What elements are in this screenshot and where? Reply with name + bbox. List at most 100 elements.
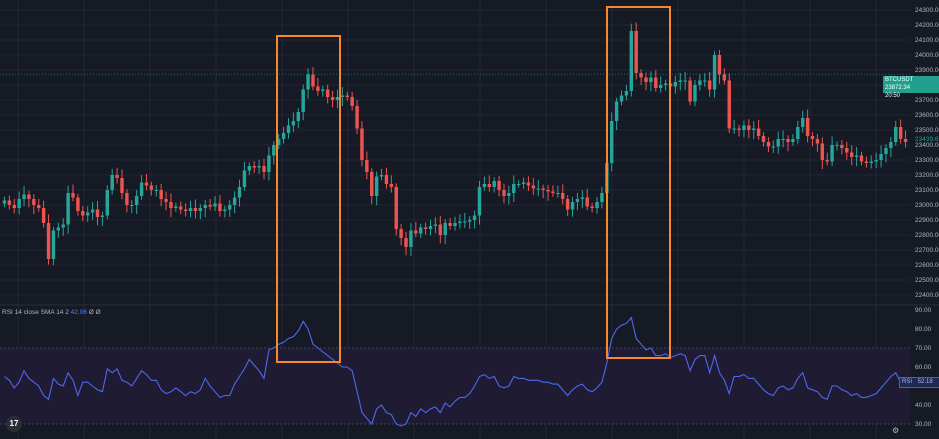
candle-body (66, 193, 70, 225)
candle-body (595, 202, 599, 208)
price-line-label: 23439.63 (915, 136, 939, 143)
candle-body (267, 155, 271, 172)
candle-body (262, 166, 266, 172)
rsi-value-badge: RSI 52.18 (899, 377, 939, 388)
price-tick-label: 23400.00 (915, 142, 939, 149)
candle-body (526, 182, 531, 186)
candle-body (737, 128, 741, 130)
candle-body (85, 212, 90, 216)
candle-body (414, 230, 418, 234)
candle-body (37, 205, 41, 208)
candle-body (443, 223, 447, 235)
candle-body (482, 184, 487, 187)
candle-body (727, 80, 731, 129)
candle-body (100, 215, 105, 217)
candle-body (619, 95, 624, 102)
candle-body (903, 139, 908, 142)
last-price-value: 23872.34 (885, 85, 911, 91)
candle-body (76, 197, 80, 211)
candle-body (370, 172, 374, 196)
candle-body (419, 227, 423, 234)
candle-body (614, 101, 619, 121)
candle-body (56, 227, 61, 231)
candle-body (2, 200, 7, 204)
candle-body (698, 80, 702, 85)
candle-body (51, 230, 56, 259)
candle-body (507, 193, 511, 196)
candle-body (629, 31, 634, 91)
candle-body (350, 97, 354, 106)
candle-body (585, 197, 589, 207)
candle-body (134, 196, 139, 205)
rsi-legend[interactable]: RSI 14 close SMA 14 2 42.06 Ø Ø (2, 309, 101, 316)
candle-body (565, 199, 570, 210)
candle-body (521, 182, 526, 184)
price-tick-label: 22400.00 (915, 292, 939, 299)
candle-body (609, 121, 614, 163)
candle-body (747, 125, 751, 130)
candle-body (869, 161, 873, 163)
price-tick-label: 24100.00 (915, 37, 939, 44)
candle-body (894, 127, 898, 142)
candle-body (379, 175, 384, 177)
candle-body (17, 199, 21, 208)
candle-body (203, 205, 207, 208)
price-tick-label: 22600.00 (915, 262, 939, 269)
candle-body (404, 238, 408, 247)
candle-body (879, 154, 883, 160)
candle-body (423, 227, 428, 229)
rsi-tick-label: 30.00 (915, 421, 932, 428)
candle-body (394, 187, 398, 229)
candle-body (355, 106, 359, 129)
candle-body (487, 184, 491, 187)
candle-body (125, 193, 129, 205)
candle-body (776, 139, 780, 147)
rsi-legend-label: RSI 14 close SMA 14 2 (2, 309, 69, 316)
settings-gear-icon[interactable]: ⚙ (892, 426, 900, 435)
candle-body (472, 215, 477, 220)
candle-body (477, 187, 482, 216)
candle-body (61, 224, 65, 228)
candle-body (389, 184, 394, 187)
candle-body (654, 77, 658, 88)
candle-body (458, 221, 462, 223)
symbol-label: BTCUSDT (885, 77, 914, 83)
candle-body (898, 127, 903, 139)
candle-body (7, 200, 12, 205)
candle-body (580, 197, 585, 199)
candle-body (139, 182, 144, 196)
rsi-tick-label: 40.00 (915, 402, 932, 409)
candle-body (433, 224, 438, 226)
price-tick-label: 22700.00 (915, 247, 939, 254)
candle-body (570, 202, 575, 210)
candle-body (815, 139, 820, 144)
candle-body (90, 209, 95, 213)
rsi-panel (0, 316, 910, 427)
candle-body (551, 191, 555, 193)
candle-body (223, 209, 227, 211)
candle-body (467, 220, 472, 222)
candle-body (796, 127, 800, 139)
candle-body (752, 128, 756, 130)
candle-body (658, 85, 663, 88)
candle-body (722, 74, 727, 81)
candle-body (22, 194, 26, 199)
rsi-legend-value: 42.06 (70, 309, 87, 316)
candle-body (374, 176, 379, 196)
candle-body (463, 221, 467, 223)
candle-body (766, 142, 771, 147)
candle-body (149, 185, 154, 190)
candle-body (399, 229, 403, 238)
candle-body (213, 203, 217, 207)
rsi-tick-label: 80.00 (915, 326, 932, 333)
candle-body (771, 146, 776, 148)
price-tick-label: 22800.00 (915, 232, 939, 239)
price-tick-label: 22500.00 (915, 277, 939, 284)
price-tick-label: 23600.00 (915, 112, 939, 119)
candles-series (0, 22, 910, 266)
candle-body (257, 166, 261, 168)
candle-body (546, 190, 550, 192)
tradingview-logo-icon[interactable]: 17 (6, 416, 22, 432)
